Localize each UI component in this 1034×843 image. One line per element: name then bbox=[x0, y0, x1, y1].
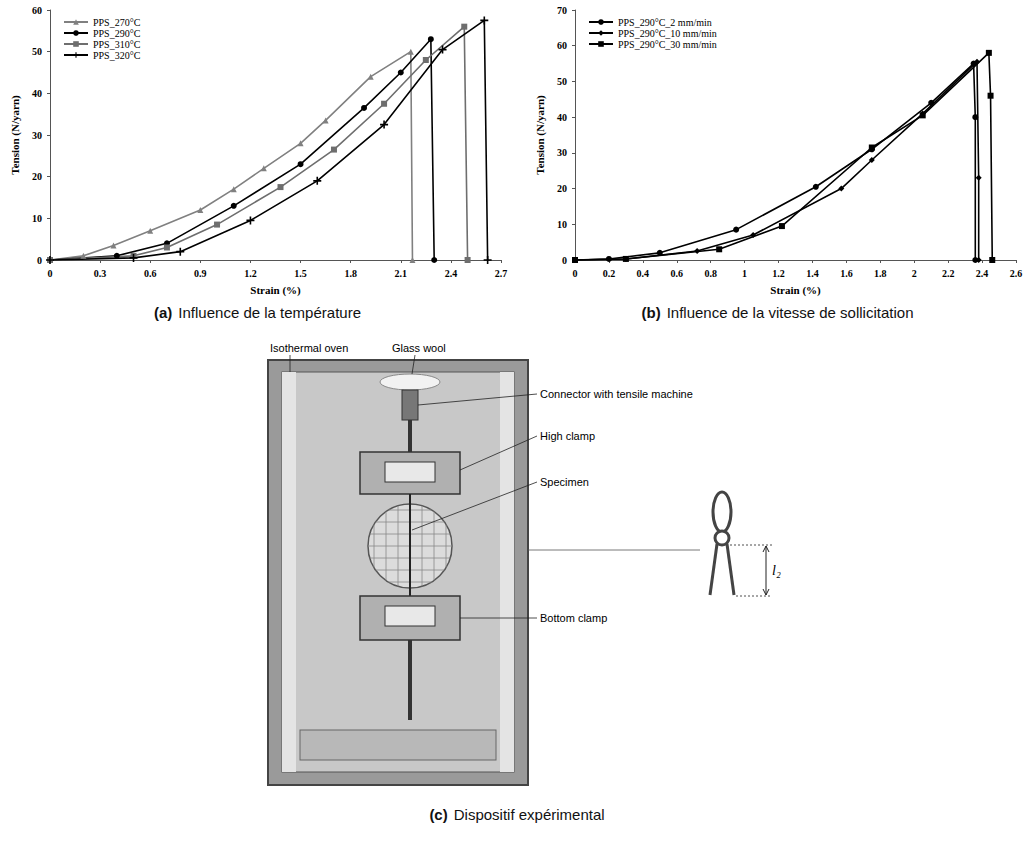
svg-text:1.6: 1.6 bbox=[840, 268, 853, 279]
svg-text:2.4: 2.4 bbox=[976, 268, 989, 279]
svg-text:PPS_290°C_30 mm/min: PPS_290°C_30 mm/min bbox=[618, 39, 717, 50]
svg-text:1.8: 1.8 bbox=[874, 268, 887, 279]
svg-text:PPS_310°C: PPS_310°C bbox=[93, 39, 141, 50]
svg-text:2.1: 2.1 bbox=[395, 268, 408, 279]
svg-text:0: 0 bbox=[573, 268, 578, 279]
svg-text:60: 60 bbox=[32, 5, 42, 16]
svg-text:1.2: 1.2 bbox=[772, 268, 785, 279]
svg-text:0.8: 0.8 bbox=[704, 268, 717, 279]
svg-text:Connector with tensile machine: Connector with tensile machine bbox=[540, 388, 693, 400]
html-text:(b) Influence de la vitesse de: (b) Influence de la vitesse de sollicita… bbox=[641, 304, 914, 321]
svg-text:70: 70 bbox=[557, 5, 567, 16]
svg-text:1.4: 1.4 bbox=[806, 268, 819, 279]
svg-text:High clamp: High clamp bbox=[540, 430, 595, 442]
svg-text:50: 50 bbox=[557, 76, 567, 87]
svg-text:20: 20 bbox=[557, 183, 567, 194]
svg-text:40: 40 bbox=[32, 88, 42, 99]
svg-text:2: 2 bbox=[912, 268, 917, 279]
svg-text:Strain (%): Strain (%) bbox=[250, 284, 301, 297]
svg-text:Specimen: Specimen bbox=[540, 476, 589, 488]
svg-text:Tension (N/yarn): Tension (N/yarn) bbox=[534, 95, 547, 175]
svg-text:0.4: 0.4 bbox=[637, 268, 650, 279]
svg-text:0: 0 bbox=[48, 268, 53, 279]
svg-text:40: 40 bbox=[557, 112, 567, 123]
svg-text:1.5: 1.5 bbox=[294, 268, 307, 279]
svg-text:2.7: 2.7 bbox=[495, 268, 508, 279]
svg-text:0: 0 bbox=[37, 255, 42, 266]
svg-text:Isothermal oven: Isothermal oven bbox=[270, 342, 348, 354]
svg-text:60: 60 bbox=[557, 40, 567, 51]
svg-text:30: 30 bbox=[32, 130, 42, 141]
svg-text:Tension (N/yarn): Tension (N/yarn) bbox=[9, 95, 22, 175]
svg-text:1.2: 1.2 bbox=[244, 268, 257, 279]
svg-text:0.2: 0.2 bbox=[603, 268, 616, 279]
svg-text:PPS_290°C: PPS_290°C bbox=[93, 28, 141, 39]
html-text:(a) Influence de la températur: (a) Influence de la température bbox=[154, 304, 361, 321]
svg-text:1: 1 bbox=[742, 268, 747, 279]
svg-text:0.6: 0.6 bbox=[671, 268, 684, 279]
svg-text:2.6: 2.6 bbox=[1010, 268, 1023, 279]
svg-text:2.4: 2.4 bbox=[445, 268, 458, 279]
svg-text:PPS_290°C_2 mm/min: PPS_290°C_2 mm/min bbox=[618, 17, 712, 28]
svg-text:Glass wool: Glass wool bbox=[392, 342, 446, 354]
svg-text:10: 10 bbox=[32, 213, 42, 224]
svg-text:l₂: l₂ bbox=[772, 563, 781, 578]
svg-text:1.8: 1.8 bbox=[344, 268, 357, 279]
svg-text:0.6: 0.6 bbox=[144, 268, 157, 279]
svg-text:30: 30 bbox=[557, 147, 567, 158]
svg-text:0: 0 bbox=[562, 255, 567, 266]
svg-text:10: 10 bbox=[557, 219, 567, 230]
svg-text:2.2: 2.2 bbox=[942, 268, 955, 279]
svg-text:0.3: 0.3 bbox=[94, 268, 107, 279]
svg-text:Bottom clamp: Bottom clamp bbox=[540, 612, 607, 624]
svg-text:PPS_270°C: PPS_270°C bbox=[93, 17, 141, 28]
svg-text:PPS_290°C_10 mm/min: PPS_290°C_10 mm/min bbox=[618, 28, 717, 39]
svg-text:Strain (%): Strain (%) bbox=[770, 284, 821, 297]
html-text:(c) Dispositif expérimental: (c) Dispositif expérimental bbox=[429, 806, 605, 823]
svg-text:20: 20 bbox=[32, 171, 42, 182]
svg-text:50: 50 bbox=[32, 46, 42, 57]
svg-text:PPS_320°C: PPS_320°C bbox=[93, 50, 141, 61]
svg-text:0.9: 0.9 bbox=[194, 268, 207, 279]
